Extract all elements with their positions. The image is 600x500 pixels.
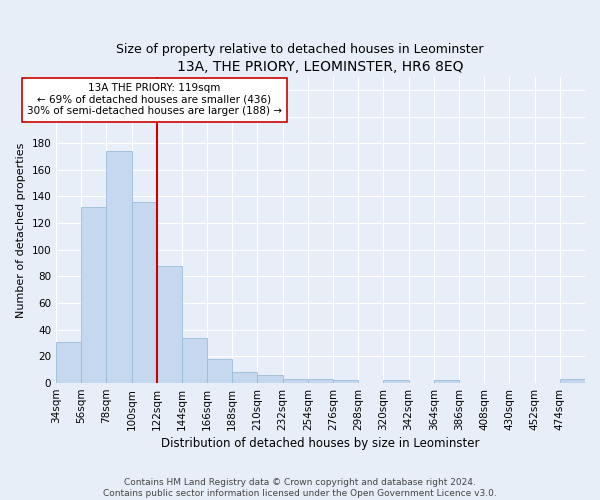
- Text: Size of property relative to detached houses in Leominster: Size of property relative to detached ho…: [116, 42, 484, 56]
- Text: 13A THE PRIORY: 119sqm
← 69% of detached houses are smaller (436)
30% of semi-de: 13A THE PRIORY: 119sqm ← 69% of detached…: [27, 83, 282, 116]
- Bar: [434, 380, 459, 383]
- Title: 13A, THE PRIORY, LEOMINSTER, HR6 8EQ: 13A, THE PRIORY, LEOMINSTER, HR6 8EQ: [177, 60, 464, 74]
- Bar: [157, 266, 182, 383]
- Y-axis label: Number of detached properties: Number of detached properties: [16, 142, 26, 318]
- Bar: [131, 202, 157, 383]
- Bar: [283, 379, 308, 383]
- Bar: [81, 207, 106, 383]
- Bar: [56, 342, 81, 383]
- Bar: [257, 375, 283, 383]
- Bar: [182, 338, 207, 383]
- Bar: [560, 379, 585, 383]
- Bar: [383, 380, 409, 383]
- Text: Contains HM Land Registry data © Crown copyright and database right 2024.
Contai: Contains HM Land Registry data © Crown c…: [103, 478, 497, 498]
- Bar: [308, 379, 333, 383]
- Bar: [207, 359, 232, 383]
- X-axis label: Distribution of detached houses by size in Leominster: Distribution of detached houses by size …: [161, 437, 480, 450]
- Bar: [333, 380, 358, 383]
- Bar: [232, 372, 257, 383]
- Bar: [106, 151, 131, 383]
